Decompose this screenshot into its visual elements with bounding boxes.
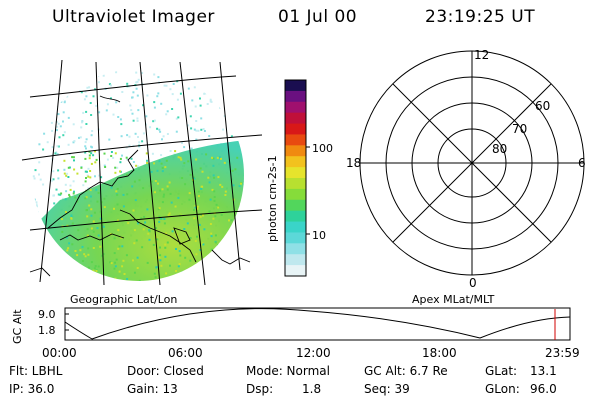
uv-image-disc <box>32 69 244 281</box>
polar-panel-label: Apex MLat/MLT <box>412 293 495 306</box>
colorbar-segment <box>285 90 306 103</box>
colorbar-segment <box>285 178 306 190</box>
info-panel: Flt: LBHL IP: 36.0 Door: Closed Gain: 13… <box>9 364 557 396</box>
colorbar-segment <box>285 199 306 212</box>
mlat-label-70: 70 <box>512 122 527 136</box>
mlat-label-80: 80 <box>492 142 507 156</box>
colorbar-segment <box>285 188 306 201</box>
info-dsp-label: Dsp: <box>246 382 273 396</box>
alt-ylabel: GC Alt <box>11 309 24 344</box>
info-gain: Gain: 13 <box>127 382 178 396</box>
colorbar-segment <box>285 112 306 125</box>
colorbar-segment <box>285 265 306 277</box>
info-glon-value: 96.0 <box>530 382 557 396</box>
colorbar-segment <box>285 221 306 233</box>
info-glat-value: 13.1 <box>530 364 557 378</box>
colorbar-segment <box>285 80 306 92</box>
mlt-label-18: 18 <box>346 156 361 170</box>
colorbar-segment <box>285 167 306 179</box>
geo-panel-label: Geographic Lat/Lon <box>70 293 177 306</box>
colorbar-tick-10: 10 <box>312 229 326 242</box>
colorbar-segment <box>285 156 306 168</box>
alt-xtick-1200: 12:00 <box>296 346 331 360</box>
info-dsp-value: 1.8 <box>302 382 321 396</box>
colorbar-unit-label: photon cm-2s-1 <box>266 155 279 242</box>
colorbar-segment <box>285 123 306 135</box>
colorbar-segment <box>285 101 306 114</box>
alt-xtick-0000: 00:00 <box>42 346 77 360</box>
date-label: 01 Jul 00 <box>278 7 358 27</box>
polar-plot <box>359 50 585 276</box>
colorbar-segment <box>285 145 306 157</box>
alt-ytick-1-8: 1.8 <box>38 324 56 337</box>
info-glat-label: GLat: <box>485 364 517 378</box>
alt-xtick-1800: 18:00 <box>422 346 457 360</box>
info-glon-label: GLon: <box>485 382 520 396</box>
lat-lon-grid <box>21 59 263 286</box>
mlt-label-12: 12 <box>474 48 489 62</box>
colorbar-segment <box>285 243 306 255</box>
info-flt: Flt: LBHL <box>9 364 63 378</box>
mlt-label-0: 0 <box>469 276 477 290</box>
alt-ytick-9: 9.0 <box>38 308 56 321</box>
info-mode: Mode: Normal <box>246 364 330 378</box>
info-door: Door: Closed <box>127 364 204 378</box>
alt-xtick-2359: 23:59 <box>545 346 580 360</box>
colorbar-tick-100: 100 <box>312 142 333 155</box>
coastlines <box>29 95 251 277</box>
altitude-plot: 9.0 1.8 GC Alt 00:00 06:00 12:00 18:00 2… <box>11 307 580 360</box>
colorbar-segment <box>285 210 306 223</box>
mlat-label-60: 60 <box>535 99 550 113</box>
time-label: 23:19:25 UT <box>425 7 536 27</box>
mlt-label-6: 6 <box>578 156 586 170</box>
colorbar: 100 10 photon cm-2s-1 <box>266 79 333 277</box>
info-gc-alt: GC Alt: 6.7 Re <box>364 364 448 378</box>
colorbar-segment <box>285 254 306 266</box>
polar-labels: 12 18 6 0 60 70 80 <box>346 48 586 290</box>
info-seq: Seq: 39 <box>364 382 410 396</box>
geo-image-panel <box>21 59 263 286</box>
instrument-title: Ultraviolet Imager <box>52 7 215 27</box>
info-ip: IP: 36.0 <box>9 382 54 396</box>
colorbar-segment <box>285 232 306 244</box>
colorbar-segment <box>285 134 306 146</box>
alt-xtick-0600: 06:00 <box>168 346 203 360</box>
